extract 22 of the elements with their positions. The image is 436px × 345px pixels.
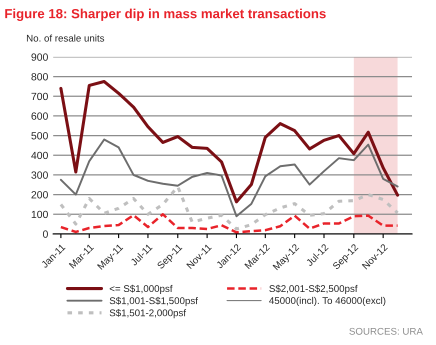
source-note: SOURCES: URA [349,328,423,335]
legend-label: 45000(incl). To 46000(excl) [269,296,386,306]
y-tick-label: 600 [31,112,48,120]
legend-label: S$1,501-2,000psf [110,309,186,318]
legend-label: <= S$1,000psf [110,284,173,294]
y-tick-label: 400 [31,152,48,160]
y-tick-label: 100 [32,210,48,218]
line-series [60,212,399,234]
line-series [59,80,400,204]
line-series [59,185,400,231]
y-tick-label: 800 [31,73,48,80]
line-series [60,138,399,218]
y-tick-label: 300 [31,171,48,179]
y-tick-label: 0 [42,230,48,238]
y-tick-label: 700 [31,92,48,100]
chart-title: Figure 18: Sharper dip in mass market transactions [5,8,326,21]
y-tick-label: 500 [31,132,48,140]
legend-label: S$1,001-S$1,500psf [110,296,198,306]
legend-label: S$2,001-S$2,500psf [269,284,358,294]
y-tick-label: 900 [31,53,48,61]
y-axis-title: No. of resale units [26,34,104,42]
y-tick-label: 200 [31,191,48,198]
